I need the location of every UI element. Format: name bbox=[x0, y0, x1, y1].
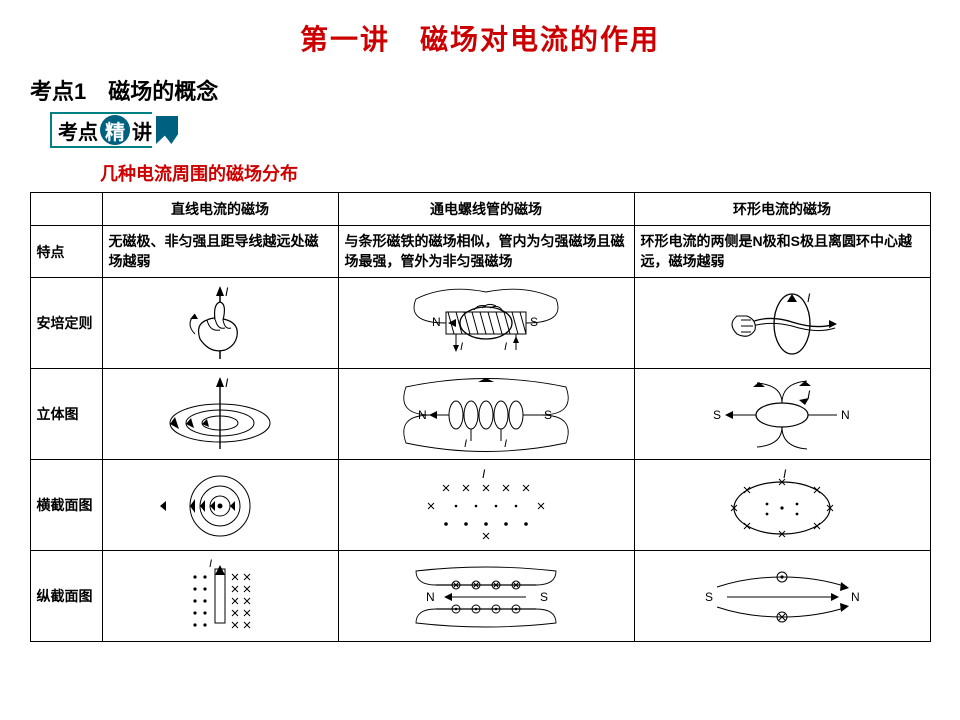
badge-circle: 精 bbox=[100, 115, 130, 145]
header-col3: 环形电流的磁场 bbox=[634, 193, 930, 226]
rowlabel-ampere: 安培定则 bbox=[30, 278, 102, 369]
svg-text:S: S bbox=[540, 590, 548, 604]
badge-left-text: 考点 bbox=[58, 116, 98, 145]
badge: 考点 精 讲 bbox=[0, 112, 960, 148]
svg-text:I: I bbox=[209, 558, 212, 570]
magnetic-field-table: 直线电流的磁场 通电螺线管的磁场 环形电流的磁场 特点 无磁极、非匀强且距导线越… bbox=[30, 192, 931, 642]
fig-cross-straight bbox=[102, 460, 338, 551]
svg-text:N: N bbox=[426, 590, 435, 604]
table-row: 安培定则 I N S bbox=[30, 278, 930, 369]
table-row: 特点 无磁极、非匀强且距导线越远处磁场越弱 与条形磁铁的磁场相似，管内为匀强磁场… bbox=[30, 226, 930, 278]
table-row: 直线电流的磁场 通电螺线管的磁场 环形电流的磁场 bbox=[30, 193, 930, 226]
fig-cross-loop: I bbox=[634, 460, 930, 551]
header-col1: 直线电流的磁场 bbox=[102, 193, 338, 226]
svg-text:I: I bbox=[504, 341, 507, 353]
fig-long-straight: I bbox=[102, 551, 338, 642]
svg-text:S: S bbox=[713, 408, 721, 422]
header-col2: 通电螺线管的磁场 bbox=[338, 193, 634, 226]
feature-solenoid: 与条形磁铁的磁场相似，管内为匀强磁场且磁场最强，管外为非匀强磁场 bbox=[338, 226, 634, 278]
svg-text:I: I bbox=[504, 438, 507, 450]
svg-text:S: S bbox=[705, 590, 713, 604]
fig-ampere-solenoid: N S I I bbox=[338, 278, 634, 369]
fig-3d-solenoid: N S I I bbox=[338, 369, 634, 460]
fig-cross-solenoid: I bbox=[338, 460, 634, 551]
table-row: 纵截面图 I bbox=[30, 551, 930, 642]
fig-3d-loop: I S N bbox=[634, 369, 930, 460]
table-row: 立体图 I N bbox=[30, 369, 930, 460]
table-row: 横截面图 I bbox=[30, 460, 930, 551]
section-label: 几种电流周围的磁场分布 bbox=[0, 156, 960, 192]
svg-text:I: I bbox=[783, 467, 787, 481]
feature-loop: 环形电流的两侧是N极和S极且离圆环中心越远，磁场越弱 bbox=[634, 226, 930, 278]
svg-text:N: N bbox=[851, 590, 860, 604]
subtitle: 考点1 磁场的概念 bbox=[0, 68, 960, 112]
page-title: 第一讲 磁场对电流的作用 bbox=[0, 0, 960, 68]
fig-3d-straight: I bbox=[102, 369, 338, 460]
badge-right-text: 讲 bbox=[132, 116, 152, 145]
svg-text:I: I bbox=[225, 376, 229, 390]
svg-text:N: N bbox=[841, 408, 850, 422]
fig-long-loop: S N bbox=[634, 551, 930, 642]
svg-text:I: I bbox=[807, 291, 811, 305]
svg-text:I: I bbox=[482, 467, 486, 481]
fig-long-solenoid: N S bbox=[338, 551, 634, 642]
fig-ampere-loop: I bbox=[634, 278, 930, 369]
rowlabel-long: 纵截面图 bbox=[30, 551, 102, 642]
rowlabel-cross: 横截面图 bbox=[30, 460, 102, 551]
badge-flag-icon bbox=[156, 116, 178, 144]
header-blank bbox=[30, 193, 102, 226]
svg-text:I: I bbox=[464, 438, 467, 450]
svg-text:I: I bbox=[225, 285, 229, 299]
rowlabel-3d: 立体图 bbox=[30, 369, 102, 460]
svg-text:S: S bbox=[530, 315, 538, 329]
svg-text:I: I bbox=[460, 341, 463, 353]
feature-straight: 无磁极、非匀强且距导线越远处磁场越弱 bbox=[102, 226, 338, 278]
rowlabel-features: 特点 bbox=[30, 226, 102, 278]
fig-ampere-straight: I bbox=[102, 278, 338, 369]
